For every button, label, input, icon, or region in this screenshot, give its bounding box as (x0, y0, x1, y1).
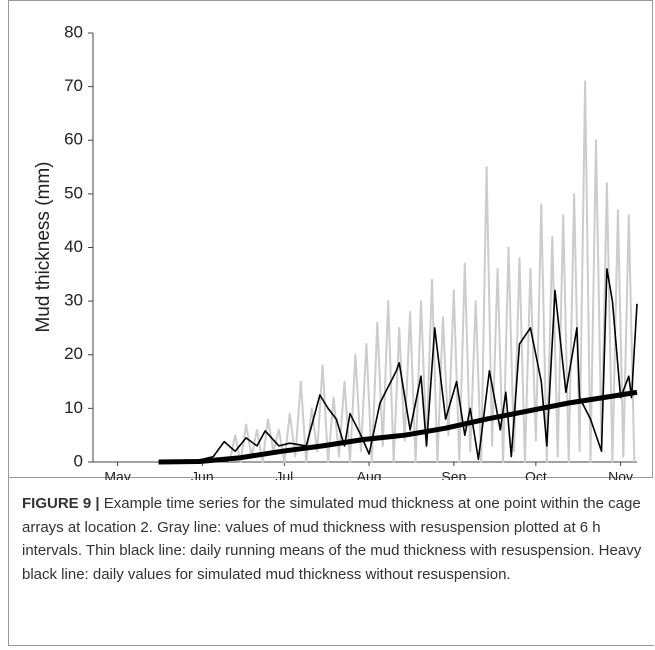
x-tick-label: Sep (441, 469, 466, 480)
y-tick-label: 10 (64, 398, 83, 417)
y-tick-label: 50 (64, 183, 83, 202)
y-tick-label: 0 (74, 451, 83, 470)
y-tick-label: 80 (64, 22, 83, 41)
figure-frame (8, 0, 654, 646)
series-line (228, 80, 636, 463)
series-line (158, 268, 638, 463)
chart: Mud thickness (mm) 0 10 20 30 40 50 60 70 80 May J… (33, 22, 638, 480)
caption-text: Example time series for the simulated mu… (22, 495, 642, 583)
y-axis-label: Mud thickness (mm) (33, 161, 54, 332)
x-tick-label: Jun (191, 469, 214, 480)
y-tick-label: 40 (64, 237, 83, 256)
y-tick-label: 60 (64, 130, 83, 149)
chart-frame (8, 0, 653, 478)
y-tick-label: 30 (64, 291, 83, 310)
caption: FIGURE 9 | Example time series for the s… (22, 492, 642, 586)
series-line (158, 389, 638, 465)
x-tick-label: Aug (357, 469, 382, 480)
y-tick-label: 70 (64, 76, 83, 95)
x-tick-label: Nov (608, 469, 633, 480)
x-tick-label: Jul (275, 469, 293, 480)
x-tick-label: May (104, 469, 130, 480)
caption-label: FIGURE 9 | (22, 495, 100, 512)
x-tick-label: Oct (525, 469, 547, 480)
y-tick-label: 20 (64, 344, 83, 363)
